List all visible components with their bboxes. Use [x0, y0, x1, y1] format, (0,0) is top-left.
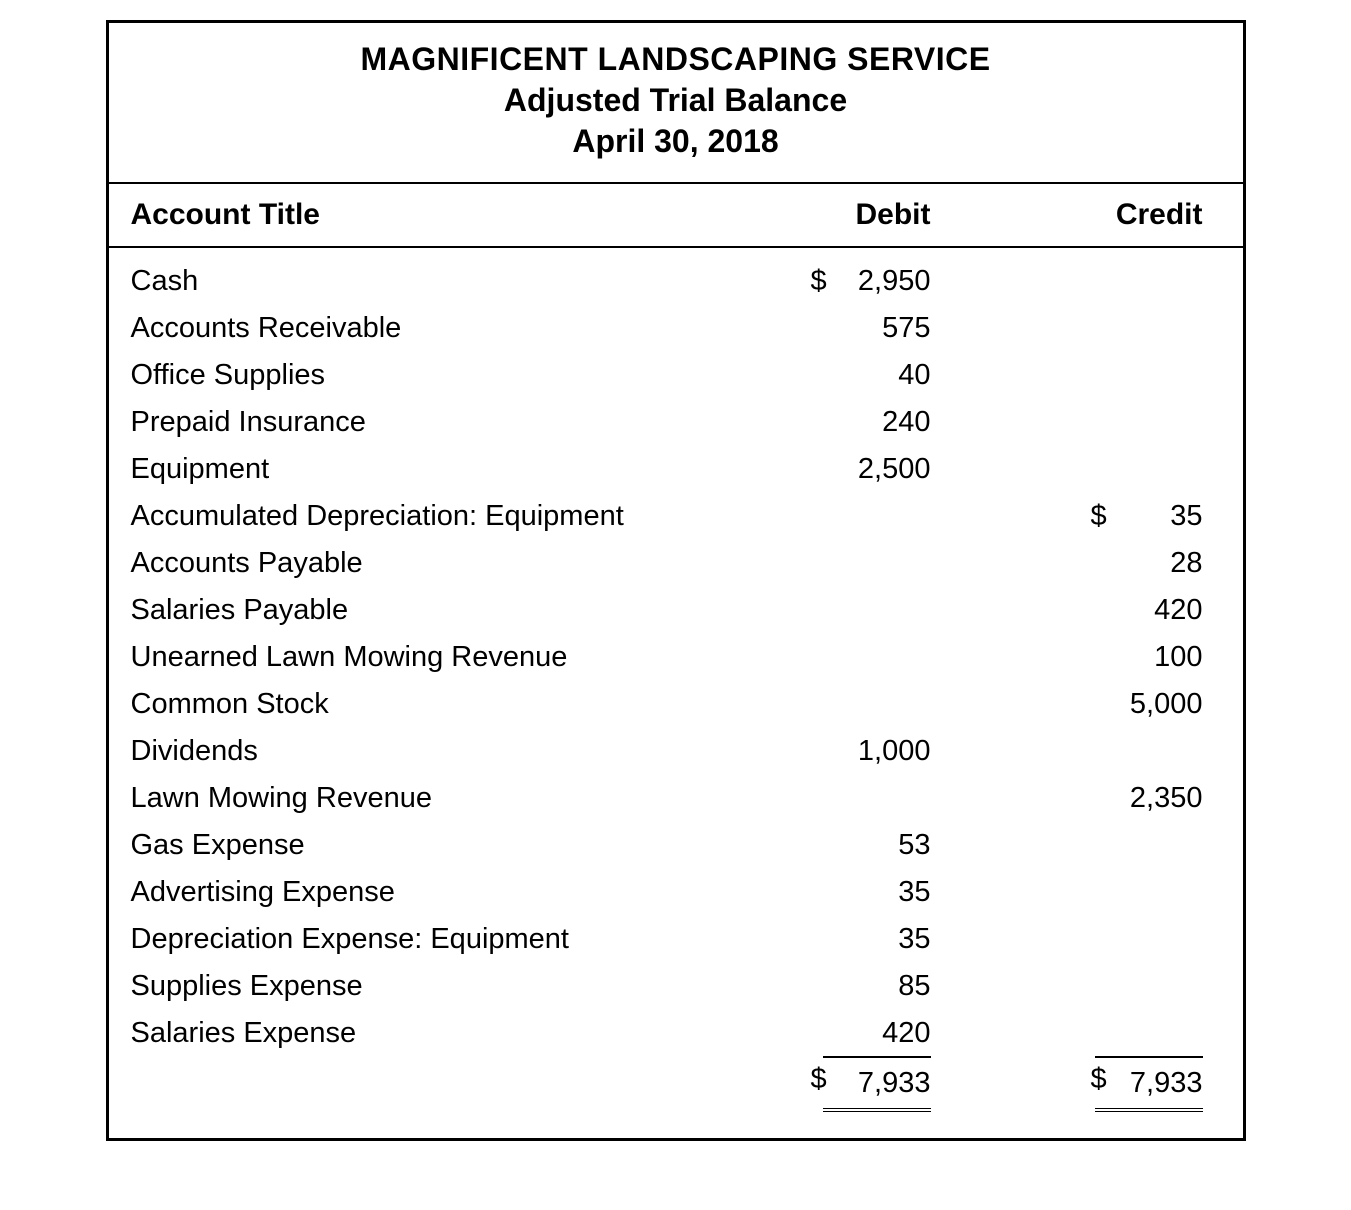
debit-cell: 420	[711, 1010, 951, 1057]
account-title: Salaries Payable	[131, 587, 711, 634]
debit-cell: 2,500	[711, 446, 951, 493]
rows-container: Cash$2,950Accounts Receivable575Office S…	[109, 248, 1243, 1138]
statement-date: April 30, 2018	[119, 123, 1233, 160]
table-row: Supplies Expense85	[131, 963, 1203, 1010]
table-row: Lawn Mowing Revenue 2,350	[131, 775, 1203, 822]
column-headers: Account Title Debit Credit	[109, 184, 1243, 248]
account-title: Advertising Expense	[131, 869, 711, 916]
credit-cell: 28	[951, 540, 1203, 587]
total-credit: $ 7,933	[951, 1056, 1203, 1112]
table-row: Accounts Receivable575	[131, 305, 1203, 352]
table-row: Advertising Expense35	[131, 869, 1203, 916]
company-name: MAGNIFICENT LANDSCAPING SERVICE	[119, 41, 1233, 78]
credit-cell: 2,350	[951, 775, 1203, 822]
debit-cell: $2,950	[711, 258, 951, 305]
debit-cell: 575	[711, 305, 951, 352]
account-title: Gas Expense	[131, 822, 711, 869]
account-title: Equipment	[131, 446, 711, 493]
table-row: Dividends1,000	[131, 728, 1203, 775]
currency-symbol: $	[1091, 1056, 1107, 1103]
credit-cell: 5,000	[951, 681, 1203, 728]
credit-cell: $35	[951, 493, 1203, 540]
account-title: Supplies Expense	[131, 963, 711, 1010]
table-row: Common Stock 5,000	[131, 681, 1203, 728]
total-debit: $ 7,933	[711, 1056, 951, 1112]
totals-row: $ 7,933 $ 7,933	[131, 1056, 1203, 1112]
statement-header: MAGNIFICENT LANDSCAPING SERVICE Adjusted…	[109, 23, 1243, 184]
table-row: Accumulated Depreciation: Equipment $35	[131, 493, 1203, 540]
account-title: Lawn Mowing Revenue	[131, 775, 711, 822]
account-title: Accounts Payable	[131, 540, 711, 587]
account-title: Common Stock	[131, 681, 711, 728]
debit-cell: 35	[711, 869, 951, 916]
table-row: Accounts Payable 28	[131, 540, 1203, 587]
debit-cell: 35	[711, 916, 951, 963]
table-row: Unearned Lawn Mowing Revenue 100	[131, 634, 1203, 681]
debit-cell: 1,000	[711, 728, 951, 775]
account-title: Unearned Lawn Mowing Revenue	[131, 634, 711, 681]
credit-cell: 420	[951, 587, 1203, 634]
trial-balance-statement: MAGNIFICENT LANDSCAPING SERVICE Adjusted…	[106, 20, 1246, 1141]
debit-cell: 240	[711, 399, 951, 446]
account-title: Office Supplies	[131, 352, 711, 399]
header-debit: Debit	[741, 198, 951, 232]
account-title: Depreciation Expense: Equipment	[131, 916, 711, 963]
table-row: Prepaid Insurance240	[131, 399, 1203, 446]
table-row: Office Supplies40	[131, 352, 1203, 399]
table-row: Salaries Payable 420	[131, 587, 1203, 634]
currency-symbol: $	[811, 1056, 827, 1103]
currency-symbol: $	[1091, 493, 1107, 540]
table-row: Cash$2,950	[131, 258, 1203, 305]
debit-cell: 53	[711, 822, 951, 869]
table-row: Salaries Expense420	[131, 1010, 1203, 1057]
account-title: Accounts Receivable	[131, 305, 711, 352]
statement-title: Adjusted Trial Balance	[119, 82, 1233, 119]
table-row: Gas Expense53	[131, 822, 1203, 869]
currency-symbol: $	[811, 258, 827, 305]
table-row: Equipment2,500	[131, 446, 1203, 493]
account-title: Dividends	[131, 728, 711, 775]
table-row: Depreciation Expense: Equipment35	[131, 916, 1203, 963]
account-title: Cash	[131, 258, 711, 305]
header-account: Account Title	[131, 198, 741, 232]
account-title: Accumulated Depreciation: Equipment	[131, 493, 711, 540]
header-credit: Credit	[951, 198, 1203, 232]
account-title: Salaries Expense	[131, 1010, 711, 1057]
debit-cell: 85	[711, 963, 951, 1010]
credit-cell: 100	[951, 634, 1203, 681]
account-title: Prepaid Insurance	[131, 399, 711, 446]
debit-cell: 40	[711, 352, 951, 399]
